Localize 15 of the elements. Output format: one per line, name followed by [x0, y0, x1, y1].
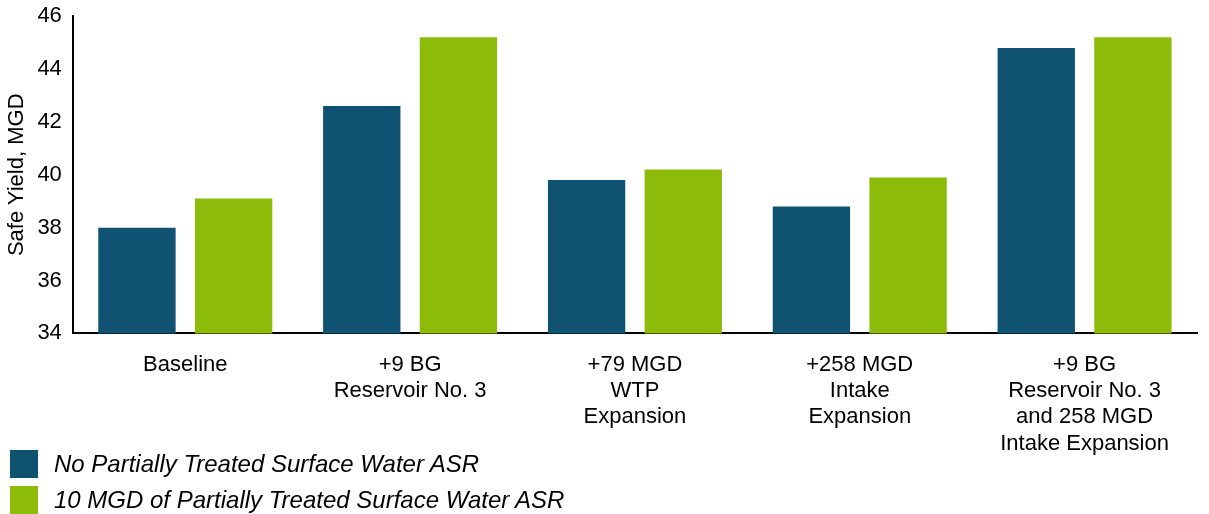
y-tick-label: 34 [37, 319, 62, 345]
x-tick-label: +258 MGD Intake Expansion [806, 350, 914, 429]
y-tick-label: 42 [37, 108, 62, 133]
x-tick-label: +9 BG Reservoir No. 3 and 258 MGD Intake Expansion [1000, 350, 1169, 455]
legend-label: 10 MGD of Partially Treated Surface Water ASR [54, 486, 565, 514]
y-tick-label: 38 [37, 213, 62, 239]
y-axis-title: Safe Yield, MGD [3, 93, 29, 257]
x-tick-label: Baseline [143, 350, 228, 376]
y-tick-label: 44 [37, 55, 62, 81]
y-tick-label: 36 [37, 266, 62, 292]
y-tick-label: 46 [37, 2, 62, 28]
legend-label: No Partially Treated Surface Water ASR [54, 450, 480, 478]
y-tick-label: 40 [37, 160, 62, 186]
x-tick-label: +9 BG Reservoir No. 3 [333, 350, 487, 403]
x-tick-label: +79 MGD WTP Expansion [583, 350, 687, 429]
